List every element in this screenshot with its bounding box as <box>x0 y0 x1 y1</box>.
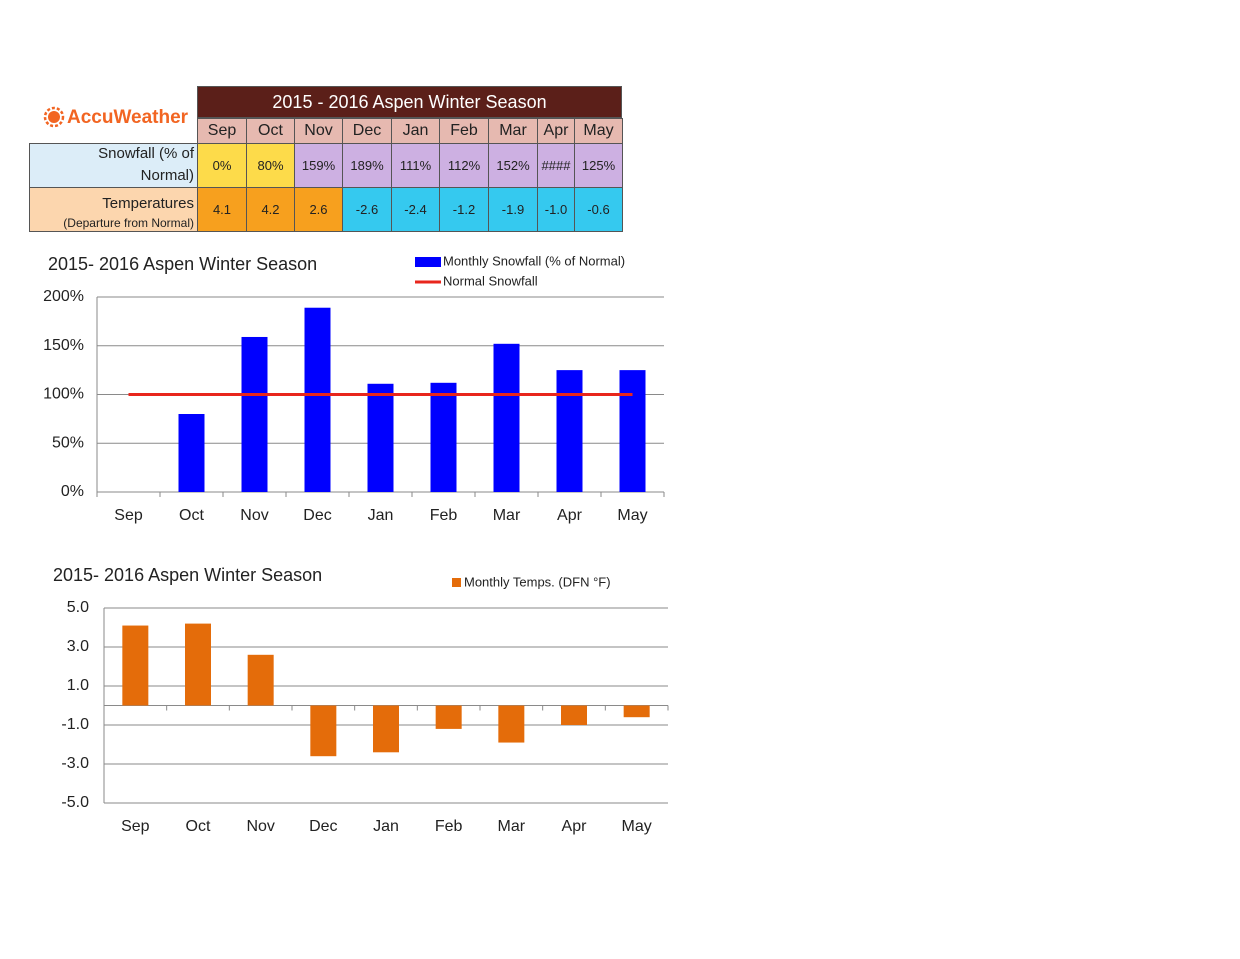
bar <box>619 370 646 492</box>
y-tick-label: -5.0 <box>61 794 89 811</box>
x-tick-label: Nov <box>246 818 274 835</box>
column-header: Nov <box>294 118 343 144</box>
table-cell: -0.6 <box>574 187 623 232</box>
logo-icon <box>43 106 65 128</box>
table-cell: 4.1 <box>197 187 247 232</box>
bar <box>430 382 457 492</box>
y-tick-label: 100% <box>43 386 84 403</box>
y-tick-label: 1.0 <box>67 677 89 694</box>
column-header: May <box>574 118 623 144</box>
x-tick-label: Feb <box>430 507 458 524</box>
x-tick-label: Dec <box>303 507 331 524</box>
table-cell: 4.2 <box>246 187 295 232</box>
table-cell: #### <box>537 143 575 188</box>
x-tick-label: Nov <box>240 507 268 524</box>
legend-label: Monthly Snowfall (% of Normal) <box>443 253 625 268</box>
table-cell: -1.0 <box>537 187 575 232</box>
y-tick-label: -3.0 <box>61 755 89 772</box>
table-cell: 0% <box>197 143 247 188</box>
x-tick-label: Mar <box>498 818 526 835</box>
y-tick-label: 50% <box>52 434 84 451</box>
table-cell: 111% <box>391 143 440 188</box>
column-header: Mar <box>488 118 538 144</box>
bar <box>493 343 520 492</box>
logo: AccuWeather <box>67 107 189 128</box>
table-cell: 2.6 <box>294 187 343 232</box>
x-tick-label: Sep <box>114 507 143 524</box>
y-tick-label: 3.0 <box>67 638 89 655</box>
x-tick-label: Dec <box>309 818 337 835</box>
column-header: Dec <box>342 118 392 144</box>
y-tick-label: 5.0 <box>67 599 89 616</box>
y-tick-label: -1.0 <box>61 716 89 733</box>
x-tick-label: Jan <box>373 818 399 835</box>
x-tick-label: Apr <box>557 507 583 524</box>
column-header: Sep <box>197 118 247 144</box>
x-tick-label: Sep <box>121 818 150 835</box>
bar <box>304 307 331 492</box>
bar <box>498 705 525 743</box>
bar <box>561 705 587 725</box>
bar <box>185 623 211 706</box>
row-label-note: (Departure from Normal) <box>63 216 194 230</box>
x-tick-label: May <box>622 818 652 835</box>
chart-title: 2015- 2016 Aspen Winter Season <box>48 254 317 274</box>
legend-label: Monthly Temps. (DFN °F) <box>464 574 611 589</box>
row-label-text: Temperatures <box>102 195 194 212</box>
bar <box>367 383 394 492</box>
x-tick-label: Jan <box>368 507 394 524</box>
table-title: 2015 - 2016 Aspen Winter Season <box>197 86 622 118</box>
x-tick-label: Mar <box>493 507 521 524</box>
table-cell: 152% <box>488 143 538 188</box>
table-cell: -2.4 <box>391 187 440 232</box>
row-label: Snowfall (% of Normal) <box>29 143 198 188</box>
y-tick-label: 200% <box>43 288 84 305</box>
row-label: Temperatures (Departure from Normal) <box>29 187 198 232</box>
legend-label: Normal Snowfall <box>443 273 538 288</box>
x-tick-label: Oct <box>179 507 204 524</box>
table-cell: 125% <box>574 143 623 188</box>
table-cell: -2.6 <box>342 187 392 232</box>
legend-swatch <box>452 578 461 587</box>
x-tick-label: Oct <box>186 818 211 835</box>
y-tick-label: 0% <box>61 483 84 500</box>
bar <box>310 705 337 757</box>
table-cell: -1.9 <box>488 187 538 232</box>
bar <box>435 705 462 729</box>
table-cell: 159% <box>294 143 343 188</box>
table-cell: -1.2 <box>439 187 489 232</box>
chart-title: 2015- 2016 Aspen Winter Season <box>53 565 322 585</box>
table-cell: 112% <box>439 143 489 188</box>
column-header: Jan <box>391 118 440 144</box>
bar <box>623 705 650 718</box>
x-tick-label: May <box>617 507 647 524</box>
bar <box>373 705 399 753</box>
x-tick-label: Apr <box>562 818 588 835</box>
row-label-text: Snowfall (% of Normal) <box>98 145 194 184</box>
legend-swatch <box>415 257 441 267</box>
bar <box>178 414 205 492</box>
bar <box>247 654 274 706</box>
bar <box>556 370 583 492</box>
x-tick-label: Feb <box>435 818 463 835</box>
column-header: Feb <box>439 118 489 144</box>
table-cell: 189% <box>342 143 392 188</box>
y-tick-label: 150% <box>43 337 84 354</box>
bar <box>122 625 149 706</box>
column-header: Oct <box>246 118 295 144</box>
table-cell: 80% <box>246 143 295 188</box>
column-header: Apr <box>537 118 575 144</box>
bar <box>241 336 268 492</box>
